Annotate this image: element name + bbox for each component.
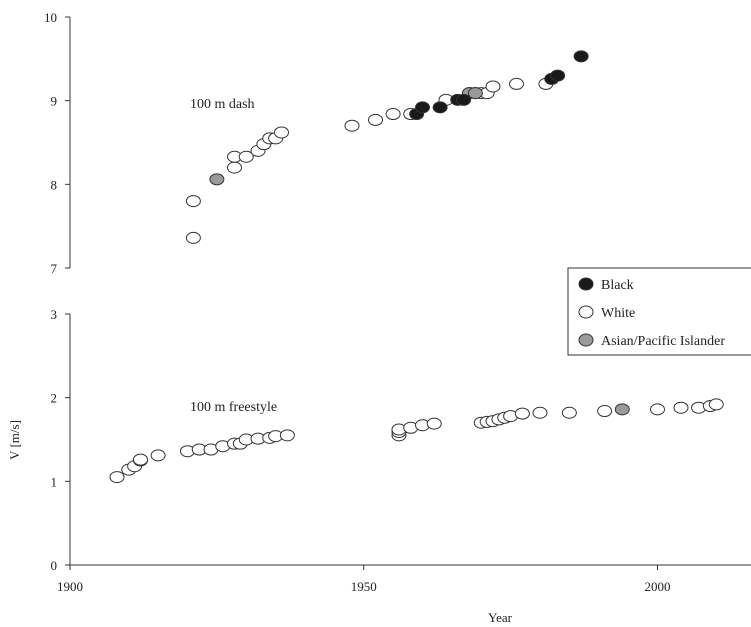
y-tick-label: 9	[51, 94, 58, 109]
y-tick-label: 8	[51, 177, 58, 192]
legend-label-black: Black	[601, 278, 634, 293]
y-axis-title: V [m/s]	[7, 420, 22, 460]
data-point-black	[415, 101, 430, 114]
data-point-white	[485, 80, 501, 93]
legend-marker-black	[578, 277, 594, 291]
data-point-black	[573, 50, 589, 63]
data-point-white	[150, 449, 166, 462]
data-point-white	[597, 405, 613, 418]
data-point-white	[561, 406, 577, 419]
legend: Black White Asian/Pacific Islander	[567, 267, 751, 356]
panel-label-dash: 100 m dash	[190, 97, 255, 112]
x-tick-label: 1950	[351, 579, 377, 594]
points-layer	[109, 50, 724, 484]
x-tick-label: 2000	[645, 579, 671, 594]
data-point-white	[344, 119, 360, 132]
data-point-asian	[614, 403, 630, 416]
data-point-black	[432, 101, 448, 114]
data-point-white	[426, 417, 442, 430]
data-point-asian	[467, 87, 483, 100]
data-point-white	[708, 398, 724, 411]
data-point-white	[238, 150, 254, 163]
x-tick-label: 1900	[57, 579, 83, 594]
legend-marker-white	[578, 305, 594, 319]
data-point-white	[274, 126, 289, 139]
legend-box	[567, 267, 751, 356]
legend-marker-asian	[578, 333, 594, 347]
data-point-white	[279, 429, 295, 442]
data-point-white	[532, 406, 548, 419]
data-point-white	[673, 401, 689, 414]
y-tick-label: 3	[51, 307, 58, 322]
data-point-white	[509, 77, 524, 90]
data-point-white	[514, 407, 530, 420]
data-point-white	[109, 471, 125, 484]
data-point-asian	[209, 173, 225, 186]
y-tick-label: 2	[51, 391, 58, 406]
data-point-white	[133, 453, 148, 466]
data-point-white	[650, 403, 665, 416]
data-point-white	[185, 231, 201, 244]
legend-label-asian: Asian/Pacific Islander	[601, 334, 725, 349]
axes-layer: 7 8 9 10 0 1 2 3 1900 1950 2000	[44, 10, 751, 594]
data-point-white	[227, 161, 242, 174]
data-point-white	[185, 195, 201, 208]
data-point-black	[550, 69, 566, 82]
data-point-black	[456, 93, 472, 106]
legend-label-white: White	[601, 306, 635, 321]
panel-label-freestyle: 100 m freestyle	[190, 400, 277, 415]
x-axis-title: Year	[488, 610, 513, 625]
y-tick-label: 7	[51, 261, 58, 276]
data-point-white	[368, 113, 383, 126]
y-tick-label: 0	[51, 558, 58, 573]
y-tick-label: 10	[44, 10, 57, 25]
y-tick-label: 1	[51, 474, 58, 489]
data-point-white	[385, 108, 401, 121]
